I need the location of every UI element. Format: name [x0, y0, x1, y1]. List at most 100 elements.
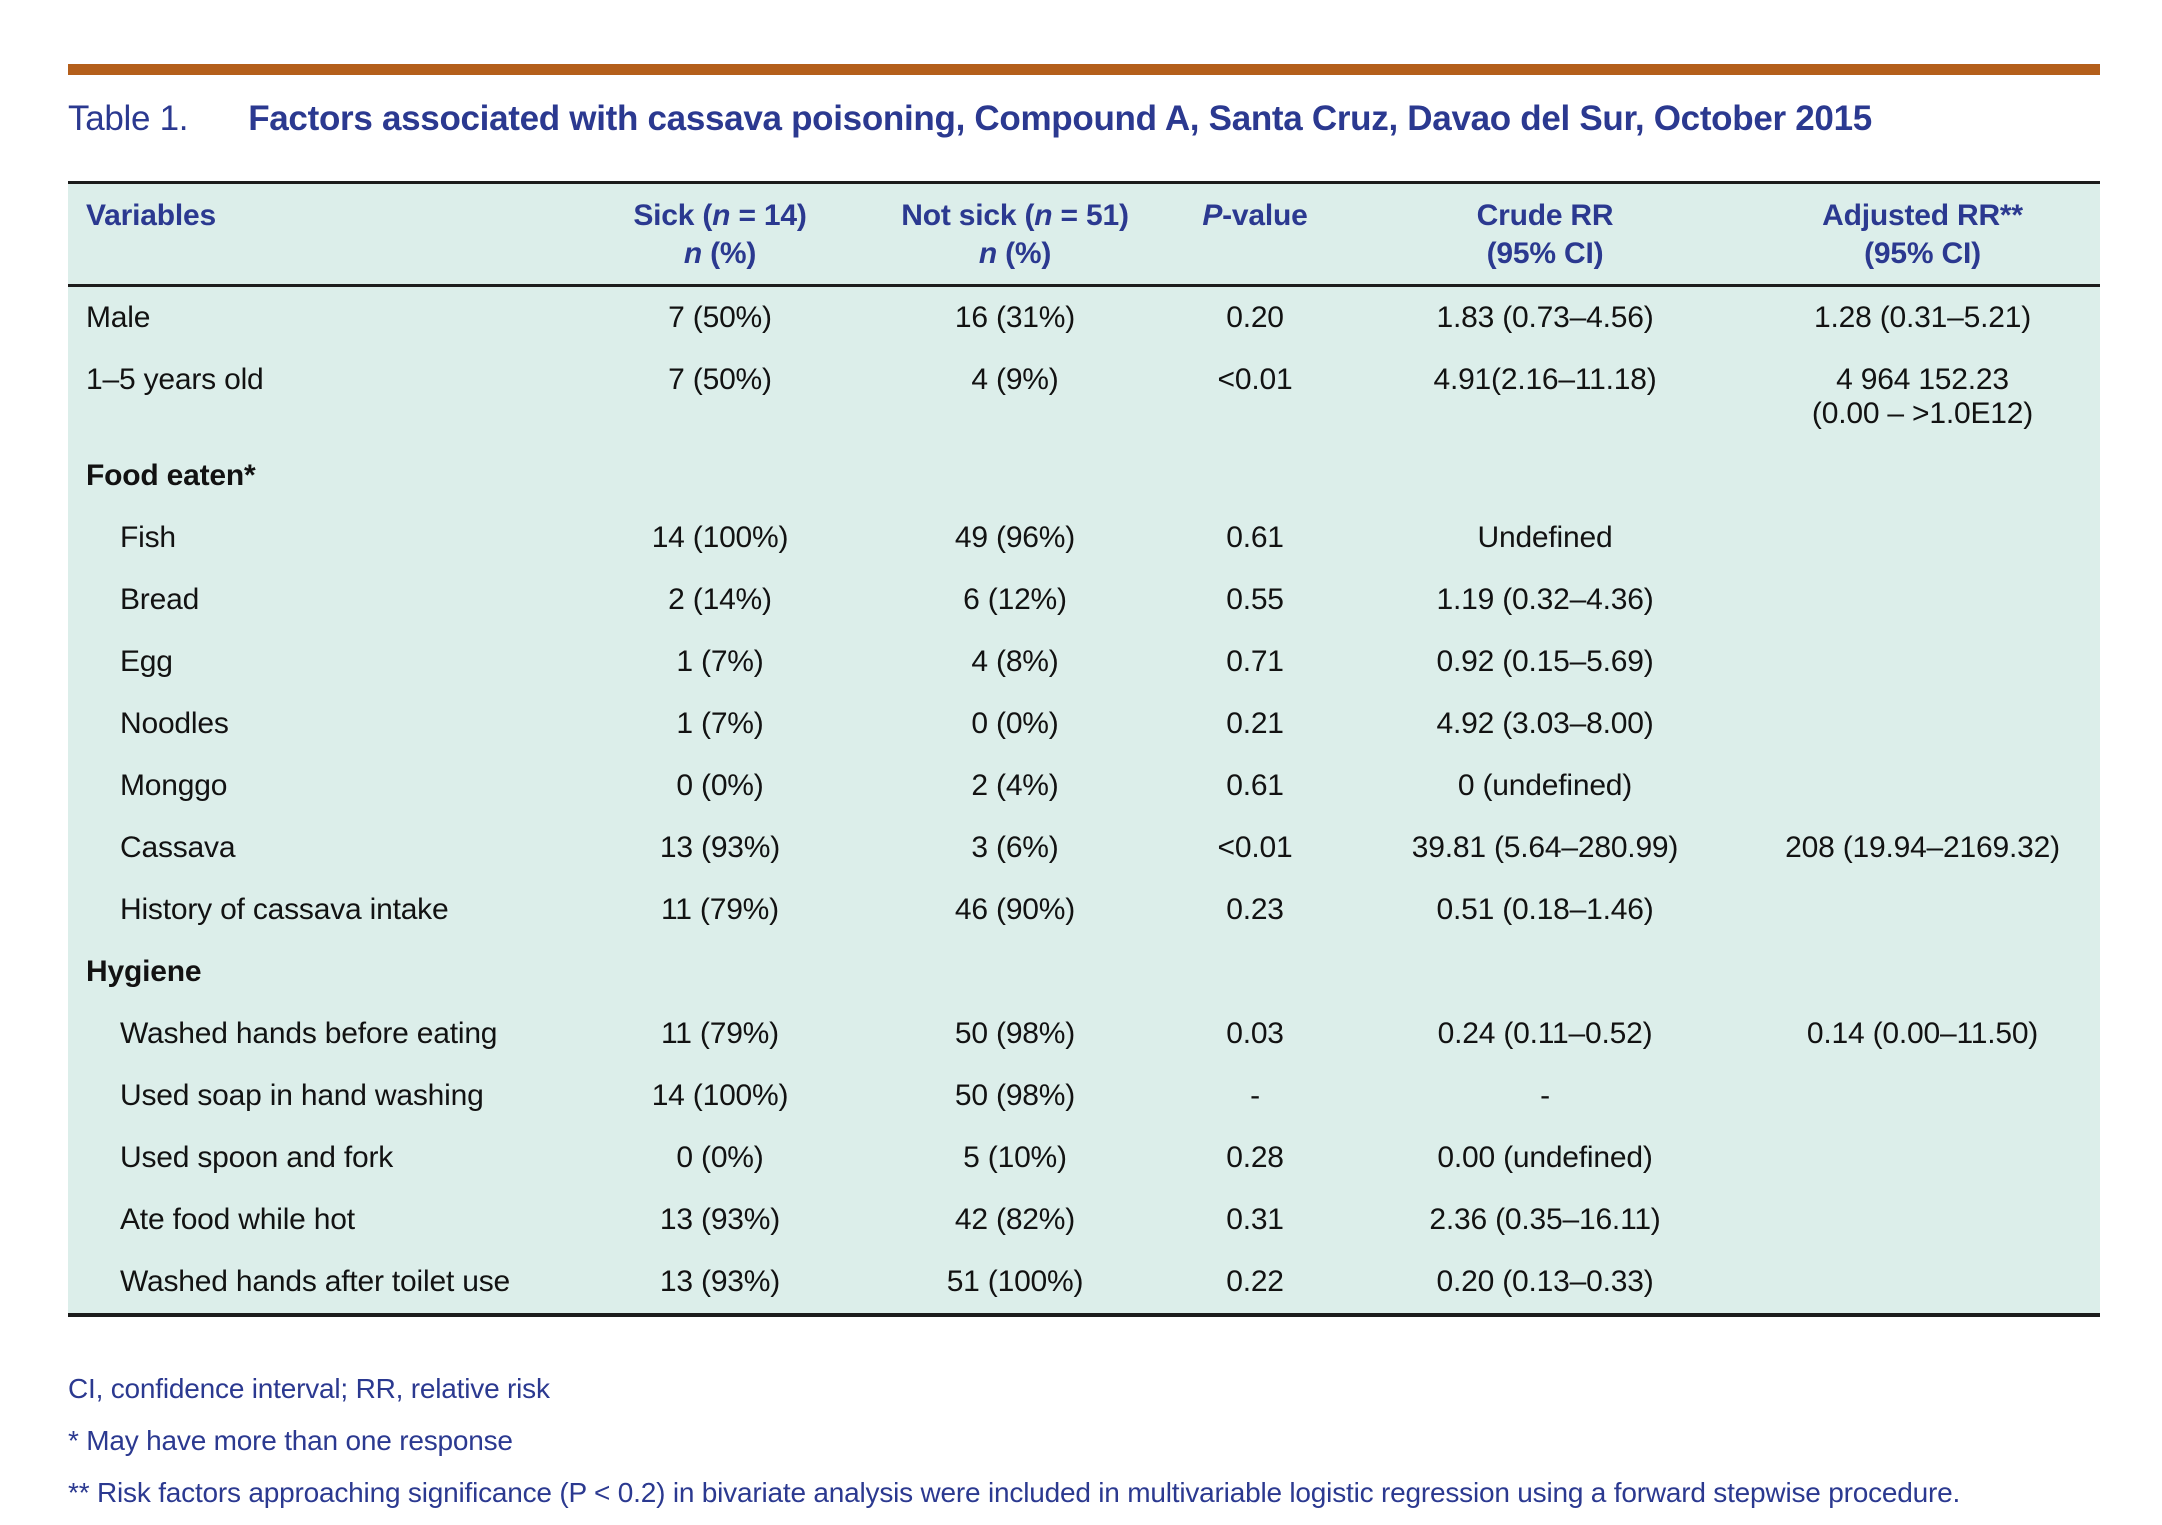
cell-adjusted-rr: 208 (19.94–2169.32): [1785, 831, 2060, 864]
cell-adjusted-rr: [1745, 631, 2100, 693]
cell-p-value: 0.55: [1226, 583, 1284, 616]
cell-adjusted-rr: [1745, 569, 2100, 631]
cell-adjusted-rr: [1745, 1127, 2100, 1189]
cell-p-value: <0.01: [1217, 831, 1293, 864]
not-sick-n2-italic: n: [978, 237, 997, 270]
cell-not-sick: 4 (8%): [971, 645, 1059, 678]
table-row: Used spoon and fork 0 (0%) 5 (10%) 0.28 …: [68, 1127, 2100, 1189]
footnotes: CI, confidence interval; RR, relative ri…: [68, 1363, 2100, 1519]
sick-n-italic: n: [712, 199, 731, 232]
table-row: Hygiene: [68, 941, 2100, 1003]
cell-crude-rr: 2.36 (0.35–16.11): [1429, 1203, 1661, 1236]
cell-not-sick: [865, 941, 1165, 1003]
cell-p-value: 0.61: [1226, 769, 1284, 802]
not-sick-header-line2: n (%): [865, 235, 1165, 273]
cell-sick: [575, 445, 865, 507]
cell-p-value: 0.20: [1226, 301, 1284, 334]
crude-rr-line2: (95% CI): [1486, 237, 1604, 270]
cell-sick: [575, 941, 865, 1003]
cell-not-sick: 16 (31%): [954, 301, 1076, 334]
cell-sick: 14 (100%): [651, 1079, 789, 1112]
row-label: Noodles: [120, 707, 229, 740]
col-header-p-value: P-value: [1165, 197, 1345, 273]
table-title: Table 1. Factors associated with cassava …: [68, 99, 2100, 139]
adjusted-rr-line2: (95% CI): [1864, 237, 1981, 270]
cell-adjusted-rr: [1745, 445, 2100, 507]
col-header-adjusted-rr: Adjusted RR** (95% CI): [1745, 197, 2100, 273]
cell-crude-rr: [1345, 445, 1745, 507]
row-label: Male: [86, 301, 151, 334]
cell-p-value: 0.61: [1226, 521, 1284, 554]
cell-crude-rr: 0.24 (0.11–0.52): [1437, 1017, 1653, 1050]
row-label: Monggo: [120, 769, 228, 802]
cell-adjusted-rr: [1745, 941, 2100, 1003]
cell-sick: 14 (100%): [651, 521, 789, 554]
cell-sick: 1 (7%): [676, 707, 764, 740]
cell-sick: 0 (0%): [676, 769, 764, 802]
row-label: Food eaten*: [86, 459, 256, 492]
cell-sick: 1 (7%): [676, 645, 764, 678]
cell-adjusted-rr: [1745, 755, 2100, 817]
row-label: Egg: [120, 645, 173, 678]
row-label: 1–5 years old: [86, 363, 264, 396]
sick-count: = 14): [730, 199, 807, 232]
cell-not-sick: 50 (98%): [954, 1079, 1076, 1112]
row-label: Bread: [120, 583, 200, 616]
crude-rr-line1: Crude RR: [1476, 199, 1614, 232]
row-label: Washed hands before eating: [120, 1017, 498, 1050]
table-row: Noodles 1 (7%) 0 (0%) 0.21 4.92 (3.03–8.…: [68, 693, 2100, 755]
cell-crude-rr: 0.51 (0.18–1.46): [1436, 893, 1654, 926]
cell-adjusted-rr: [1745, 507, 2100, 569]
cell-not-sick: 0 (0%): [971, 707, 1059, 740]
table-row: Monggo 0 (0%) 2 (4%) 0.61 0 (undefined): [68, 755, 2100, 817]
cell-sick: 13 (93%): [659, 1265, 781, 1298]
sick-header-line1: Sick (n = 14): [575, 197, 865, 235]
cell-not-sick: 49 (96%): [954, 521, 1076, 554]
cell-adjusted-rr: 4 964 152.23 (0.00 – >1.0E12): [1811, 363, 2034, 430]
cell-sick: 13 (93%): [659, 831, 781, 864]
table-header-row: Variables Sick (n = 14) n (%) Not sick (…: [68, 184, 2100, 287]
col-header-sick: Sick (n = 14) n (%): [575, 197, 865, 273]
not-sick-pct: (%): [996, 237, 1052, 270]
cell-not-sick: [865, 445, 1165, 507]
cell-adjusted-rr: [1745, 1189, 2100, 1251]
sick-header-line2: n (%): [575, 235, 865, 273]
table-row: Fish 14 (100%) 49 (96%) 0.61 Undefined: [68, 507, 2100, 569]
col-header-crude-rr: Crude RR (95% CI): [1345, 197, 1745, 273]
col-header-variables: Variables: [68, 197, 575, 273]
sick-pct: (%): [701, 237, 757, 270]
row-label: Ate food while hot: [120, 1203, 355, 1236]
cell-p-value: [1165, 941, 1345, 1003]
row-label: Used spoon and fork: [120, 1141, 394, 1174]
row-label: Fish: [120, 521, 176, 554]
cell-adjusted-rr: [1745, 1065, 2100, 1127]
not-sick-header-line1: Not sick (n = 51): [865, 197, 1165, 235]
cell-crude-rr: 0.92 (0.15–5.69): [1436, 645, 1654, 678]
table-row: Ate food while hot 13 (93%) 42 (82%) 0.3…: [68, 1189, 2100, 1251]
cell-sick: 11 (79%): [661, 1017, 779, 1050]
footnote-abbreviations: CI, confidence interval; RR, relative ri…: [68, 1373, 550, 1404]
cell-crude-rr: 4.92 (3.03–8.00): [1436, 707, 1654, 740]
cell-not-sick: 46 (90%): [954, 893, 1076, 926]
table-row: Cassava 13 (93%) 3 (6%) <0.01 39.81 (5.6…: [68, 817, 2100, 879]
p-value-rest: -value: [1222, 199, 1308, 232]
variables-label: Variables: [86, 199, 216, 232]
cell-not-sick: 5 (10%): [963, 1141, 1067, 1174]
cell-adjusted-rr: [1745, 1251, 2100, 1313]
cell-crude-rr: [1345, 941, 1745, 1003]
table-row: Food eaten*: [68, 445, 2100, 507]
footnote-asterisk: * May have more than one response: [68, 1425, 513, 1456]
table-number: Table 1.: [68, 99, 189, 138]
orange-rule: [68, 64, 2100, 75]
cell-crude-rr: 0 (undefined): [1457, 769, 1633, 802]
cell-crude-rr: 4.91(2.16–11.18): [1433, 363, 1657, 396]
cell-adjusted-rr: 0.14 (0.00–11.50): [1806, 1017, 2039, 1050]
cell-adjusted-rr: [1745, 879, 2100, 941]
cell-crude-rr: -: [1540, 1079, 1550, 1112]
table-row: Washed hands before eating 11 (79%) 50 (…: [68, 1003, 2100, 1065]
cell-adjusted-rr: [1745, 693, 2100, 755]
cell-not-sick: 4 (9%): [971, 363, 1059, 396]
cell-not-sick: 42 (82%): [954, 1203, 1076, 1236]
sick-n2-italic: n: [683, 237, 702, 270]
